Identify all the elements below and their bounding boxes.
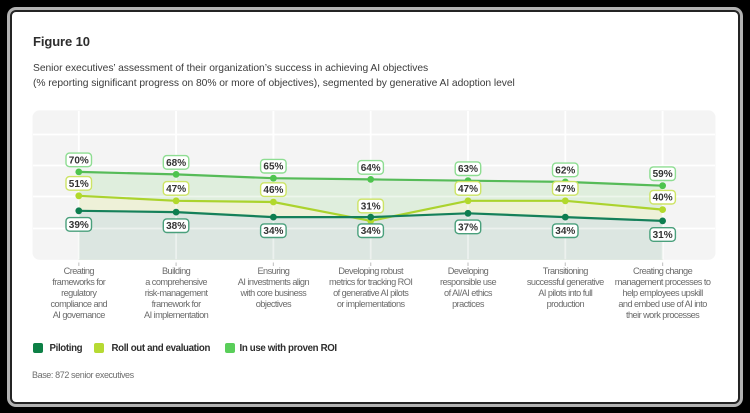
svg-text:59%: 59% — [653, 169, 673, 180]
svg-text:65%: 65% — [263, 162, 283, 173]
svg-text:62%: 62% — [555, 165, 575, 176]
svg-text:47%: 47% — [555, 184, 575, 195]
svg-text:31%: 31% — [653, 230, 673, 241]
svg-text:37%: 37% — [458, 222, 478, 233]
svg-text:39%: 39% — [69, 220, 89, 231]
svg-text:68%: 68% — [166, 158, 186, 169]
svg-text:70%: 70% — [69, 155, 89, 166]
svg-text:34%: 34% — [361, 226, 381, 237]
svg-text:38%: 38% — [166, 221, 186, 232]
svg-text:51%: 51% — [69, 179, 89, 190]
svg-text:47%: 47% — [166, 184, 186, 195]
svg-text:47%: 47% — [458, 184, 478, 195]
svg-text:31%: 31% — [361, 202, 381, 213]
svg-text:64%: 64% — [361, 163, 381, 174]
svg-text:34%: 34% — [263, 226, 283, 237]
svg-text:63%: 63% — [458, 164, 478, 175]
svg-text:34%: 34% — [555, 226, 575, 237]
svg-text:40%: 40% — [653, 193, 673, 204]
svg-text:46%: 46% — [263, 185, 283, 196]
